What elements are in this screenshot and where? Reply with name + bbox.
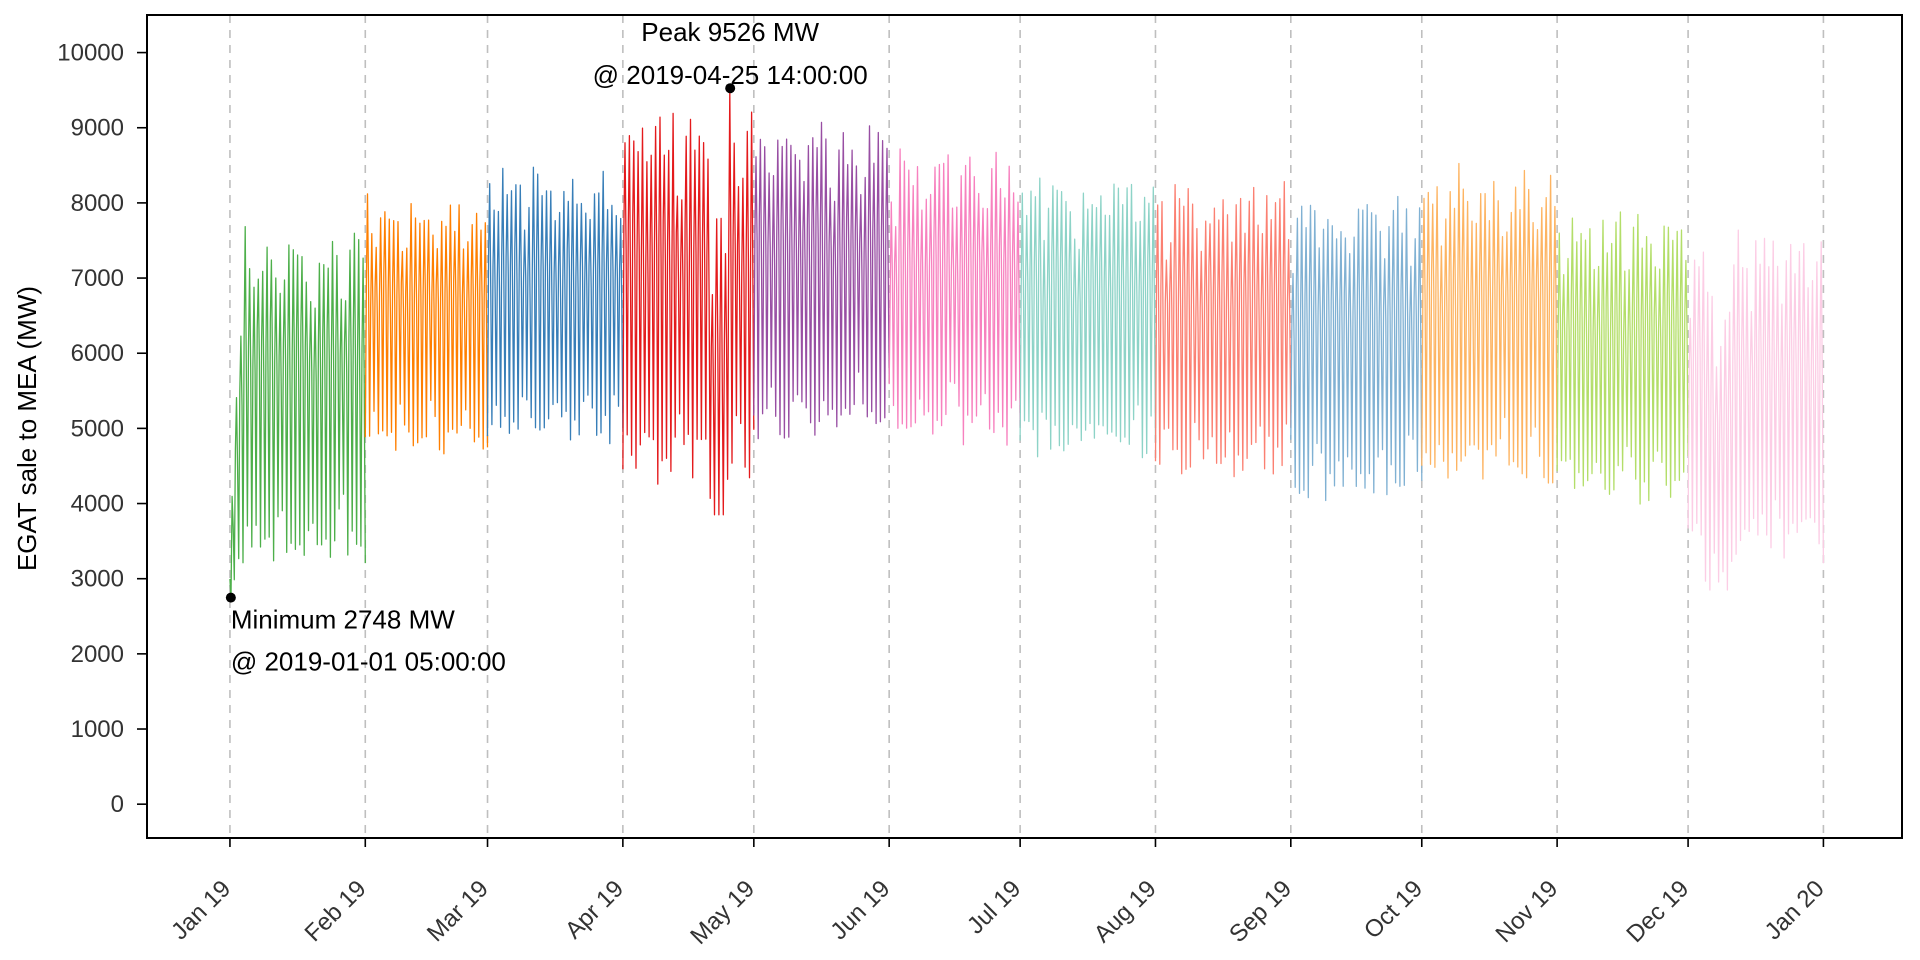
series-line-month-7	[1019, 177, 1157, 459]
series-line-month-11	[1556, 211, 1689, 505]
series-line-month-9	[1290, 195, 1423, 502]
y-tick-label: 9000	[71, 115, 124, 142]
peak-timestamp-label: @ 2019-04-25 14:00:00	[593, 60, 868, 90]
y-tick-label: 10000	[57, 40, 124, 67]
minimum-marker	[225, 592, 236, 603]
plot-frame	[146, 14, 1903, 839]
y-tick-label: 0	[111, 791, 124, 818]
series-line-month-4	[622, 87, 755, 516]
series-layer	[229, 87, 1825, 599]
series-line-month-10	[1421, 162, 1558, 484]
y-axis-ticks: 0 1000 2000 3000 4000 5000 6000 7000 8000 9000 100…	[57, 40, 147, 818]
peak-label: Peak 9526 MW	[641, 17, 819, 47]
annotations: Peak 9526 MW @ 2019-04-25 14:00:00 Minim…	[225, 17, 868, 677]
y-tick-label: 2000	[71, 641, 124, 668]
series-line-month-8	[1154, 181, 1292, 478]
minimum-label: Minimum 2748 MW	[231, 605, 455, 635]
series-line-month-3	[486, 166, 624, 445]
series-line-month-6	[888, 148, 1021, 446]
series-line-month-2	[364, 193, 489, 455]
y-tick-label: 4000	[71, 491, 124, 518]
y-tick-label: 8000	[71, 190, 124, 217]
y-tick-label: 3000	[71, 566, 124, 593]
series-line-month-12	[1687, 229, 1825, 591]
y-axis-title: EGAT sale to MEA (MW)	[12, 286, 42, 571]
y-tick-label: 1000	[71, 716, 124, 743]
minimum-timestamp-label: @ 2019-01-01 05:00:00	[231, 647, 506, 677]
y-tick-label: 5000	[71, 415, 124, 442]
y-tick-label: 7000	[71, 265, 124, 292]
series-line-month-1	[229, 226, 366, 599]
y-tick-label: 6000	[71, 340, 124, 367]
series-line-month-5	[753, 121, 890, 440]
peak-marker	[725, 83, 736, 94]
